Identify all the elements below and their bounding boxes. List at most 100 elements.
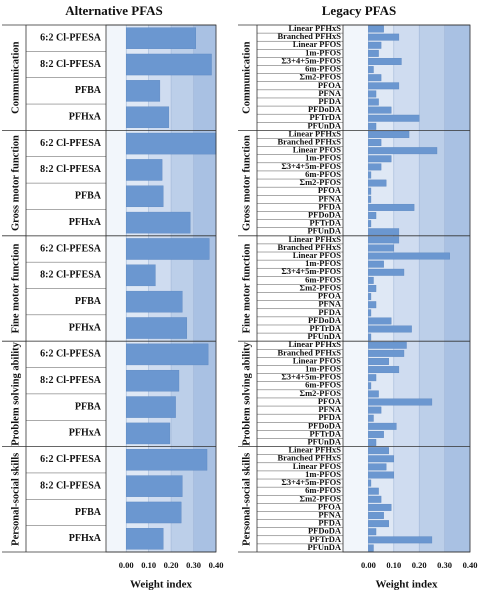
bar <box>126 185 164 208</box>
group-label: Fine motor function <box>241 244 252 334</box>
y-tick-label: Σm2-PFOS <box>300 493 342 503</box>
band <box>193 25 216 552</box>
bar <box>368 114 420 122</box>
x-axis-label: Weight index <box>375 579 438 591</box>
bar <box>368 74 382 82</box>
bar <box>368 528 377 536</box>
bar <box>368 520 389 528</box>
bar <box>126 80 161 102</box>
bar <box>368 512 384 519</box>
bar <box>368 293 372 301</box>
y-tick-label: 8:2 Cl-PFESA <box>40 270 102 281</box>
bar <box>368 276 374 284</box>
bar <box>368 163 382 171</box>
y-tick-label: PFHxA <box>69 217 102 228</box>
y-tick-label: PFBA <box>75 85 102 96</box>
band <box>444 25 470 552</box>
bar <box>126 369 180 392</box>
x-tick-label: 0.20 <box>164 560 179 570</box>
y-tick-label: PFUnDA <box>307 542 341 552</box>
bar <box>368 544 374 552</box>
y-tick-label: PFTrDA <box>310 323 342 333</box>
bar <box>126 343 209 366</box>
group-label: Personal-social skills <box>241 453 252 546</box>
bar <box>368 325 412 333</box>
bar <box>368 422 397 430</box>
bar <box>368 301 377 309</box>
y-tick-label: Σ3+4+5m-PFOS <box>281 55 341 65</box>
group-label: Gross motor function <box>241 135 252 231</box>
bar <box>368 487 379 495</box>
bar <box>368 430 384 438</box>
bar <box>368 390 379 398</box>
y-tick-label: PFOA <box>318 501 342 511</box>
bar <box>368 139 382 147</box>
bar <box>368 244 394 252</box>
y-tick-label: PFBA <box>75 296 102 307</box>
y-tick-label: Linear PFOS <box>293 39 342 49</box>
bar <box>368 341 407 349</box>
bar <box>126 317 188 339</box>
bar <box>368 495 382 503</box>
y-tick-label: 6:2 Cl-PFESA <box>40 349 102 360</box>
y-tick-label: Σm2-PFOS <box>300 282 342 292</box>
y-tick-label: 6m-PFOS <box>305 169 341 179</box>
bar <box>126 528 164 550</box>
y-tick-label: PFBA <box>75 401 102 412</box>
bar <box>126 238 210 260</box>
y-tick-label: Branched PFHxS <box>277 347 341 357</box>
bar <box>368 203 415 211</box>
y-tick-label: Linear PFOS <box>293 461 342 471</box>
panel-title: Alternative PFAS <box>65 3 163 18</box>
group-label: Communication <box>241 41 252 113</box>
x-axis-label: Weight index <box>130 579 193 591</box>
bar <box>368 317 392 325</box>
y-tick-label: PFHxA <box>69 322 102 333</box>
y-tick-label: PFNA <box>318 88 342 98</box>
x-tick-label: 0.40 <box>463 560 478 570</box>
y-tick-label: PFNA <box>318 193 342 203</box>
y-tick-label: 6m-PFOS <box>305 380 341 390</box>
x-tick-label: 0.30 <box>186 560 201 570</box>
bar <box>368 358 389 365</box>
y-tick-label: PFHxA <box>69 428 102 439</box>
band <box>148 25 172 552</box>
bar <box>368 187 372 195</box>
bar <box>368 82 400 90</box>
y-tick-label: PFOA <box>318 80 342 90</box>
bar <box>368 171 372 179</box>
bar <box>368 447 389 455</box>
plot-frame <box>105 24 217 553</box>
bar <box>126 264 156 287</box>
y-tick-label: 6:2 Cl-PFESA <box>40 454 102 465</box>
y-tick-label: 1m-PFOS <box>305 364 341 374</box>
y-tick-label: 8:2 Cl-PFESA <box>40 480 102 491</box>
y-tick-label: Branched PFHxS <box>277 242 341 252</box>
bar <box>368 374 377 382</box>
y-tick-label: Branched PFHxS <box>277 31 341 41</box>
bar <box>368 333 372 341</box>
bar <box>126 27 196 49</box>
bar <box>126 449 208 471</box>
x-tick-label: 0.20 <box>412 560 427 570</box>
group-label: Personal-social skills <box>10 453 21 546</box>
y-tick-label: Σ3+4+5m-PFOS <box>281 372 341 382</box>
bar <box>368 366 400 374</box>
bar <box>368 471 394 479</box>
bar <box>368 33 400 41</box>
bar <box>368 479 372 487</box>
y-tick-label: PFDoDA <box>308 315 342 325</box>
group-label: Gross motor function <box>10 135 21 231</box>
bar <box>126 53 212 76</box>
bar <box>368 439 377 446</box>
bar <box>368 41 382 49</box>
y-tick-label: PFHxA <box>69 112 102 123</box>
bar <box>368 195 372 203</box>
y-tick-label: PFNA <box>318 299 342 309</box>
y-tick-label: PFUnDA <box>307 226 341 236</box>
y-tick-label: Branched PFHxS <box>277 453 341 463</box>
bar <box>368 147 438 155</box>
bar <box>368 309 372 317</box>
y-tick-label: 6m-PFOS <box>305 64 341 74</box>
